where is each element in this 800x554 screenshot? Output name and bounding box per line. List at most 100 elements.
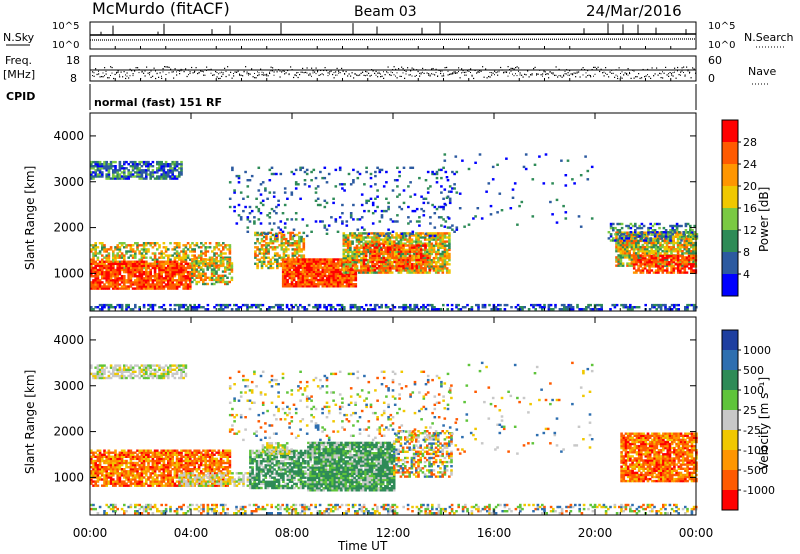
nave-point — [104, 75, 105, 77]
rti-cell — [417, 238, 420, 241]
freq-point — [692, 67, 694, 69]
rti-cell — [164, 273, 168, 276]
rti-cell — [118, 248, 122, 251]
rti-cell — [367, 267, 370, 270]
freq-point — [257, 74, 259, 77]
freq-point — [638, 73, 640, 75]
rti-cell — [350, 283, 353, 286]
rti-cell — [390, 261, 394, 264]
rti-cell — [426, 201, 430, 205]
rti-cell — [191, 308, 194, 311]
rti-cell — [415, 254, 418, 258]
freq-point — [545, 73, 547, 76]
nave-point — [279, 70, 281, 72]
rti-cell — [299, 270, 303, 274]
rti-cell — [186, 273, 190, 276]
rti-cell — [360, 193, 364, 196]
rti-cell — [291, 254, 295, 257]
rti-cell — [280, 233, 284, 237]
rti-cell — [303, 264, 307, 267]
rti-cell — [397, 267, 401, 270]
rti-cell — [487, 182, 491, 185]
nave-point — [447, 70, 449, 72]
rti-cell — [635, 233, 638, 236]
rti-cell — [182, 260, 185, 263]
rti-cell — [182, 266, 185, 270]
freq-point — [159, 72, 161, 74]
rti-cell — [254, 250, 257, 253]
nave-point — [149, 74, 150, 76]
nave-point — [422, 71, 423, 73]
rti-cell — [665, 239, 669, 243]
freq-point — [510, 67, 512, 70]
rti-cell — [286, 266, 289, 269]
rti-cell — [129, 264, 133, 268]
rti-cell — [446, 308, 449, 311]
freq-point — [129, 68, 131, 70]
freq-point — [654, 73, 656, 75]
rti-cell — [182, 258, 185, 261]
rti-cell — [280, 240, 284, 243]
rti-cell — [286, 272, 289, 276]
rti-cell — [356, 306, 359, 309]
rti-cell — [639, 245, 642, 249]
nave-point — [587, 75, 588, 77]
rti-cell — [109, 285, 113, 288]
rti-cell — [641, 243, 645, 247]
freq-point — [423, 72, 425, 74]
rti-cell — [134, 303, 137, 307]
rti-cell — [197, 260, 201, 263]
rti-cell — [101, 254, 104, 257]
rti-cell — [289, 231, 292, 235]
rti-cell — [408, 244, 412, 247]
rti-cell — [330, 276, 333, 280]
rti-cell — [107, 277, 111, 280]
rti-cell — [184, 287, 188, 290]
rti-cell — [210, 268, 214, 271]
rti-cell — [363, 183, 366, 186]
rti-cell — [162, 175, 166, 178]
nave-point — [509, 72, 510, 74]
rti-cell — [665, 258, 669, 261]
rti-cell — [635, 245, 638, 249]
rti-cell — [103, 277, 106, 280]
rti-cell — [404, 236, 407, 239]
rti-cell — [367, 199, 371, 202]
rti-cell — [632, 245, 636, 249]
rti-cell — [164, 266, 168, 270]
rti-cell — [182, 256, 185, 259]
rti-cell — [260, 237, 264, 241]
rti-cell — [346, 242, 350, 245]
rti-cell — [294, 303, 298, 307]
rti-cell — [116, 275, 119, 278]
rti-cell — [191, 276, 194, 279]
rti-cell — [169, 268, 172, 272]
rti-cell — [302, 231, 306, 235]
rti-cell — [204, 272, 207, 275]
freq-point — [585, 76, 587, 78]
rti-cell — [120, 281, 124, 284]
rti-cell — [239, 191, 243, 194]
rti-cell — [367, 269, 370, 272]
rti-cell — [292, 268, 296, 271]
rti-cell — [630, 239, 634, 243]
rti-cell — [118, 260, 122, 263]
rti-cell — [120, 277, 124, 280]
rti-cell — [362, 258, 366, 262]
rti-cell — [341, 222, 344, 225]
rti-cell — [123, 264, 126, 268]
freq-point — [558, 68, 560, 71]
rti-cell — [458, 192, 462, 195]
freq-point — [189, 71, 191, 73]
rti-cell — [380, 168, 384, 172]
rti-cell — [160, 262, 163, 265]
rti-cell — [398, 174, 401, 178]
rti-cell — [255, 197, 258, 200]
rti-cell — [353, 234, 357, 237]
rti-cell — [193, 264, 196, 267]
rti-cell — [351, 261, 354, 264]
rti-cell — [134, 260, 137, 263]
rti-cell — [288, 283, 292, 286]
rti-cell — [184, 258, 188, 261]
rti-cell — [336, 303, 339, 307]
